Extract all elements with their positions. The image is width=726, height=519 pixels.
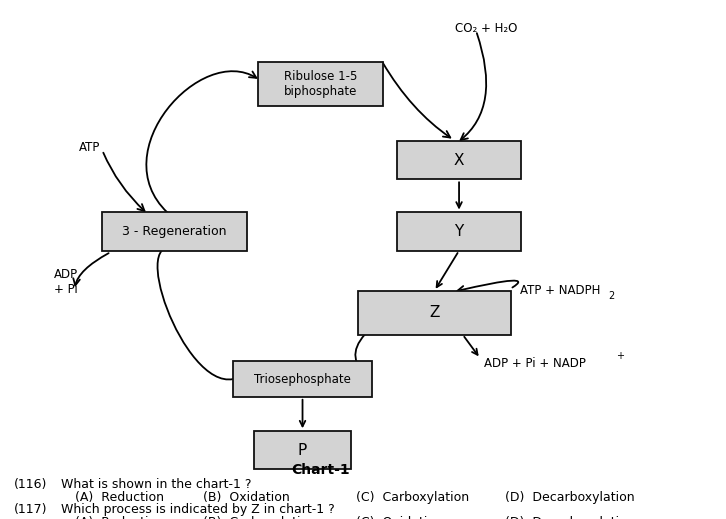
Text: ADP + Pi + NADP: ADP + Pi + NADP: [484, 357, 586, 370]
Text: (C)  Oxidation: (C) Oxidation: [356, 516, 443, 519]
Text: 2: 2: [608, 291, 615, 301]
Text: What is shown in the chart-1 ?: What is shown in the chart-1 ?: [60, 478, 251, 491]
Text: P: P: [298, 443, 307, 458]
Text: ATP + NADPH: ATP + NADPH: [520, 283, 600, 296]
FancyArrowPatch shape: [460, 33, 486, 140]
Text: (A)  Reduction: (A) Reduction: [75, 516, 164, 519]
Text: Chart-1: Chart-1: [291, 462, 350, 476]
Text: Triosephosphate: Triosephosphate: [254, 373, 351, 386]
FancyBboxPatch shape: [255, 431, 351, 469]
Text: ADP
+ Pi: ADP + Pi: [54, 268, 78, 296]
Text: CO₂ + H₂O: CO₂ + H₂O: [455, 22, 518, 35]
FancyBboxPatch shape: [397, 141, 521, 180]
Text: (B)  Oxidation: (B) Oxidation: [203, 491, 290, 504]
FancyArrowPatch shape: [355, 335, 370, 378]
Text: Z: Z: [429, 305, 439, 320]
FancyArrowPatch shape: [103, 153, 144, 211]
FancyBboxPatch shape: [358, 291, 510, 335]
Text: (A)  Reduction: (A) Reduction: [75, 491, 164, 504]
Text: (117): (117): [15, 502, 48, 515]
FancyArrowPatch shape: [457, 281, 518, 293]
FancyArrowPatch shape: [147, 71, 256, 212]
FancyBboxPatch shape: [258, 62, 383, 106]
Text: Y: Y: [454, 224, 464, 239]
FancyArrowPatch shape: [73, 253, 109, 285]
Text: Which process is indicated by Z in chart-1 ?: Which process is indicated by Z in chart…: [60, 502, 335, 515]
Text: +: +: [616, 351, 624, 361]
FancyBboxPatch shape: [397, 212, 521, 251]
Text: X: X: [454, 153, 465, 168]
Text: Ribulose 1-5
biphosphate: Ribulose 1-5 biphosphate: [284, 70, 357, 98]
Text: (B)  Carboxylation: (B) Carboxylation: [203, 516, 316, 519]
FancyBboxPatch shape: [233, 361, 372, 397]
FancyArrowPatch shape: [383, 62, 450, 138]
Text: (D)  Decarboxylation: (D) Decarboxylation: [505, 516, 635, 519]
Text: (116): (116): [15, 478, 48, 491]
Text: 3 - Regeneration: 3 - Regeneration: [122, 225, 227, 238]
Text: (C)  Carboxylation: (C) Carboxylation: [356, 491, 469, 504]
Text: ATP: ATP: [78, 141, 99, 154]
FancyBboxPatch shape: [102, 212, 248, 251]
Text: (D)  Decarboxylation: (D) Decarboxylation: [505, 491, 635, 504]
FancyArrowPatch shape: [158, 244, 233, 379]
